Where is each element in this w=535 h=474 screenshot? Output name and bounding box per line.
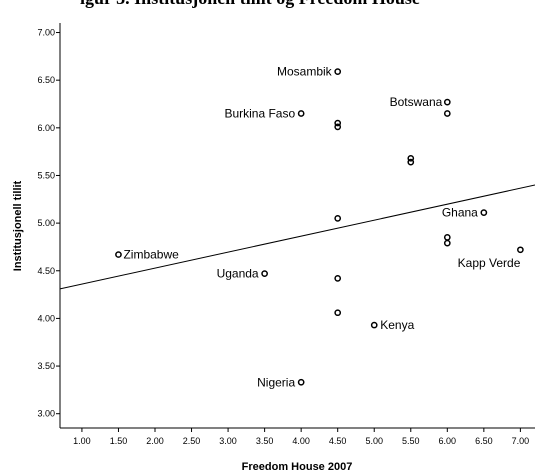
x-axis-ticks: 1.00 1.50 2.00 2.50 3.00 3.50 4.00 4.50 5.00 5.50… bbox=[73, 428, 529, 446]
x-tick-label: 3.00 bbox=[219, 436, 237, 446]
data-point bbox=[334, 275, 342, 282]
point-label: Ghana bbox=[442, 206, 478, 220]
x-tick-label: 4.00 bbox=[292, 436, 310, 446]
data-point bbox=[517, 246, 524, 254]
x-tick-label: 2.50 bbox=[183, 436, 201, 446]
y-tick-label: 6.50 bbox=[37, 75, 55, 85]
point-label: Uganda bbox=[217, 267, 259, 281]
x-tick-label: 5.50 bbox=[402, 436, 420, 446]
x-tick-label: 6.50 bbox=[475, 436, 493, 446]
x-tick-label: 7.00 bbox=[512, 436, 530, 446]
y-tick-label: 4.00 bbox=[37, 313, 55, 323]
point-labels: Mosambik Burkina Faso Botswana Ghana Kapp Ve… bbox=[123, 65, 520, 390]
point-label: Nigeria bbox=[257, 375, 295, 389]
x-axis-title: Freedom House 2007 bbox=[242, 461, 353, 473]
data-point bbox=[443, 239, 451, 247]
regression-line bbox=[59, 184, 535, 290]
x-tick-label: 1.50 bbox=[110, 436, 128, 446]
data-point bbox=[407, 158, 415, 166]
y-tick-label: 5.00 bbox=[37, 218, 55, 228]
y-tick-label: 4.50 bbox=[37, 266, 55, 276]
point-label: Botswana bbox=[390, 95, 443, 109]
y-tick-label: 3.00 bbox=[37, 409, 55, 419]
y-tick-label: 3.50 bbox=[37, 361, 55, 371]
data-points bbox=[115, 68, 524, 386]
data-point bbox=[115, 251, 122, 258]
data-point bbox=[443, 98, 451, 106]
data-point bbox=[334, 309, 342, 317]
y-tick-label: 5.50 bbox=[37, 170, 55, 180]
point-label: Burkina Faso bbox=[224, 107, 295, 121]
chart-title: igur 3. Institusjonell tillit og Freedom… bbox=[80, 0, 420, 8]
data-point bbox=[297, 110, 305, 117]
data-point bbox=[443, 110, 451, 117]
plot-area bbox=[60, 23, 535, 428]
x-tick-label: 5.00 bbox=[365, 436, 383, 446]
point-label: Kapp Verde bbox=[458, 256, 521, 270]
data-point bbox=[334, 215, 342, 222]
data-point bbox=[334, 119, 342, 127]
data-point bbox=[407, 154, 415, 162]
x-tick-label: 2.00 bbox=[146, 436, 164, 446]
x-tick-label: 6.00 bbox=[439, 436, 457, 446]
x-tick-label: 3.50 bbox=[256, 436, 274, 446]
data-point bbox=[334, 123, 342, 131]
y-axis-ticks: 3.00 3.50 4.00 4.50 5.00 5.50 6.00 6.50 7.00 bbox=[37, 28, 60, 419]
y-tick-label: 6.00 bbox=[37, 123, 55, 133]
point-label: Zimbabwe bbox=[123, 248, 179, 262]
y-tick-label: 7.00 bbox=[37, 28, 55, 38]
x-tick-label: 1.00 bbox=[73, 436, 91, 446]
data-point bbox=[297, 378, 305, 386]
data-point bbox=[480, 209, 488, 216]
x-tick-label: 4.50 bbox=[329, 436, 347, 446]
data-point bbox=[370, 321, 378, 329]
data-point bbox=[334, 68, 342, 75]
y-axis-title: Institusjonell tillit bbox=[12, 180, 24, 271]
point-label: Kenya bbox=[380, 318, 414, 332]
point-label: Mosambik bbox=[277, 65, 333, 79]
data-point bbox=[261, 270, 268, 277]
